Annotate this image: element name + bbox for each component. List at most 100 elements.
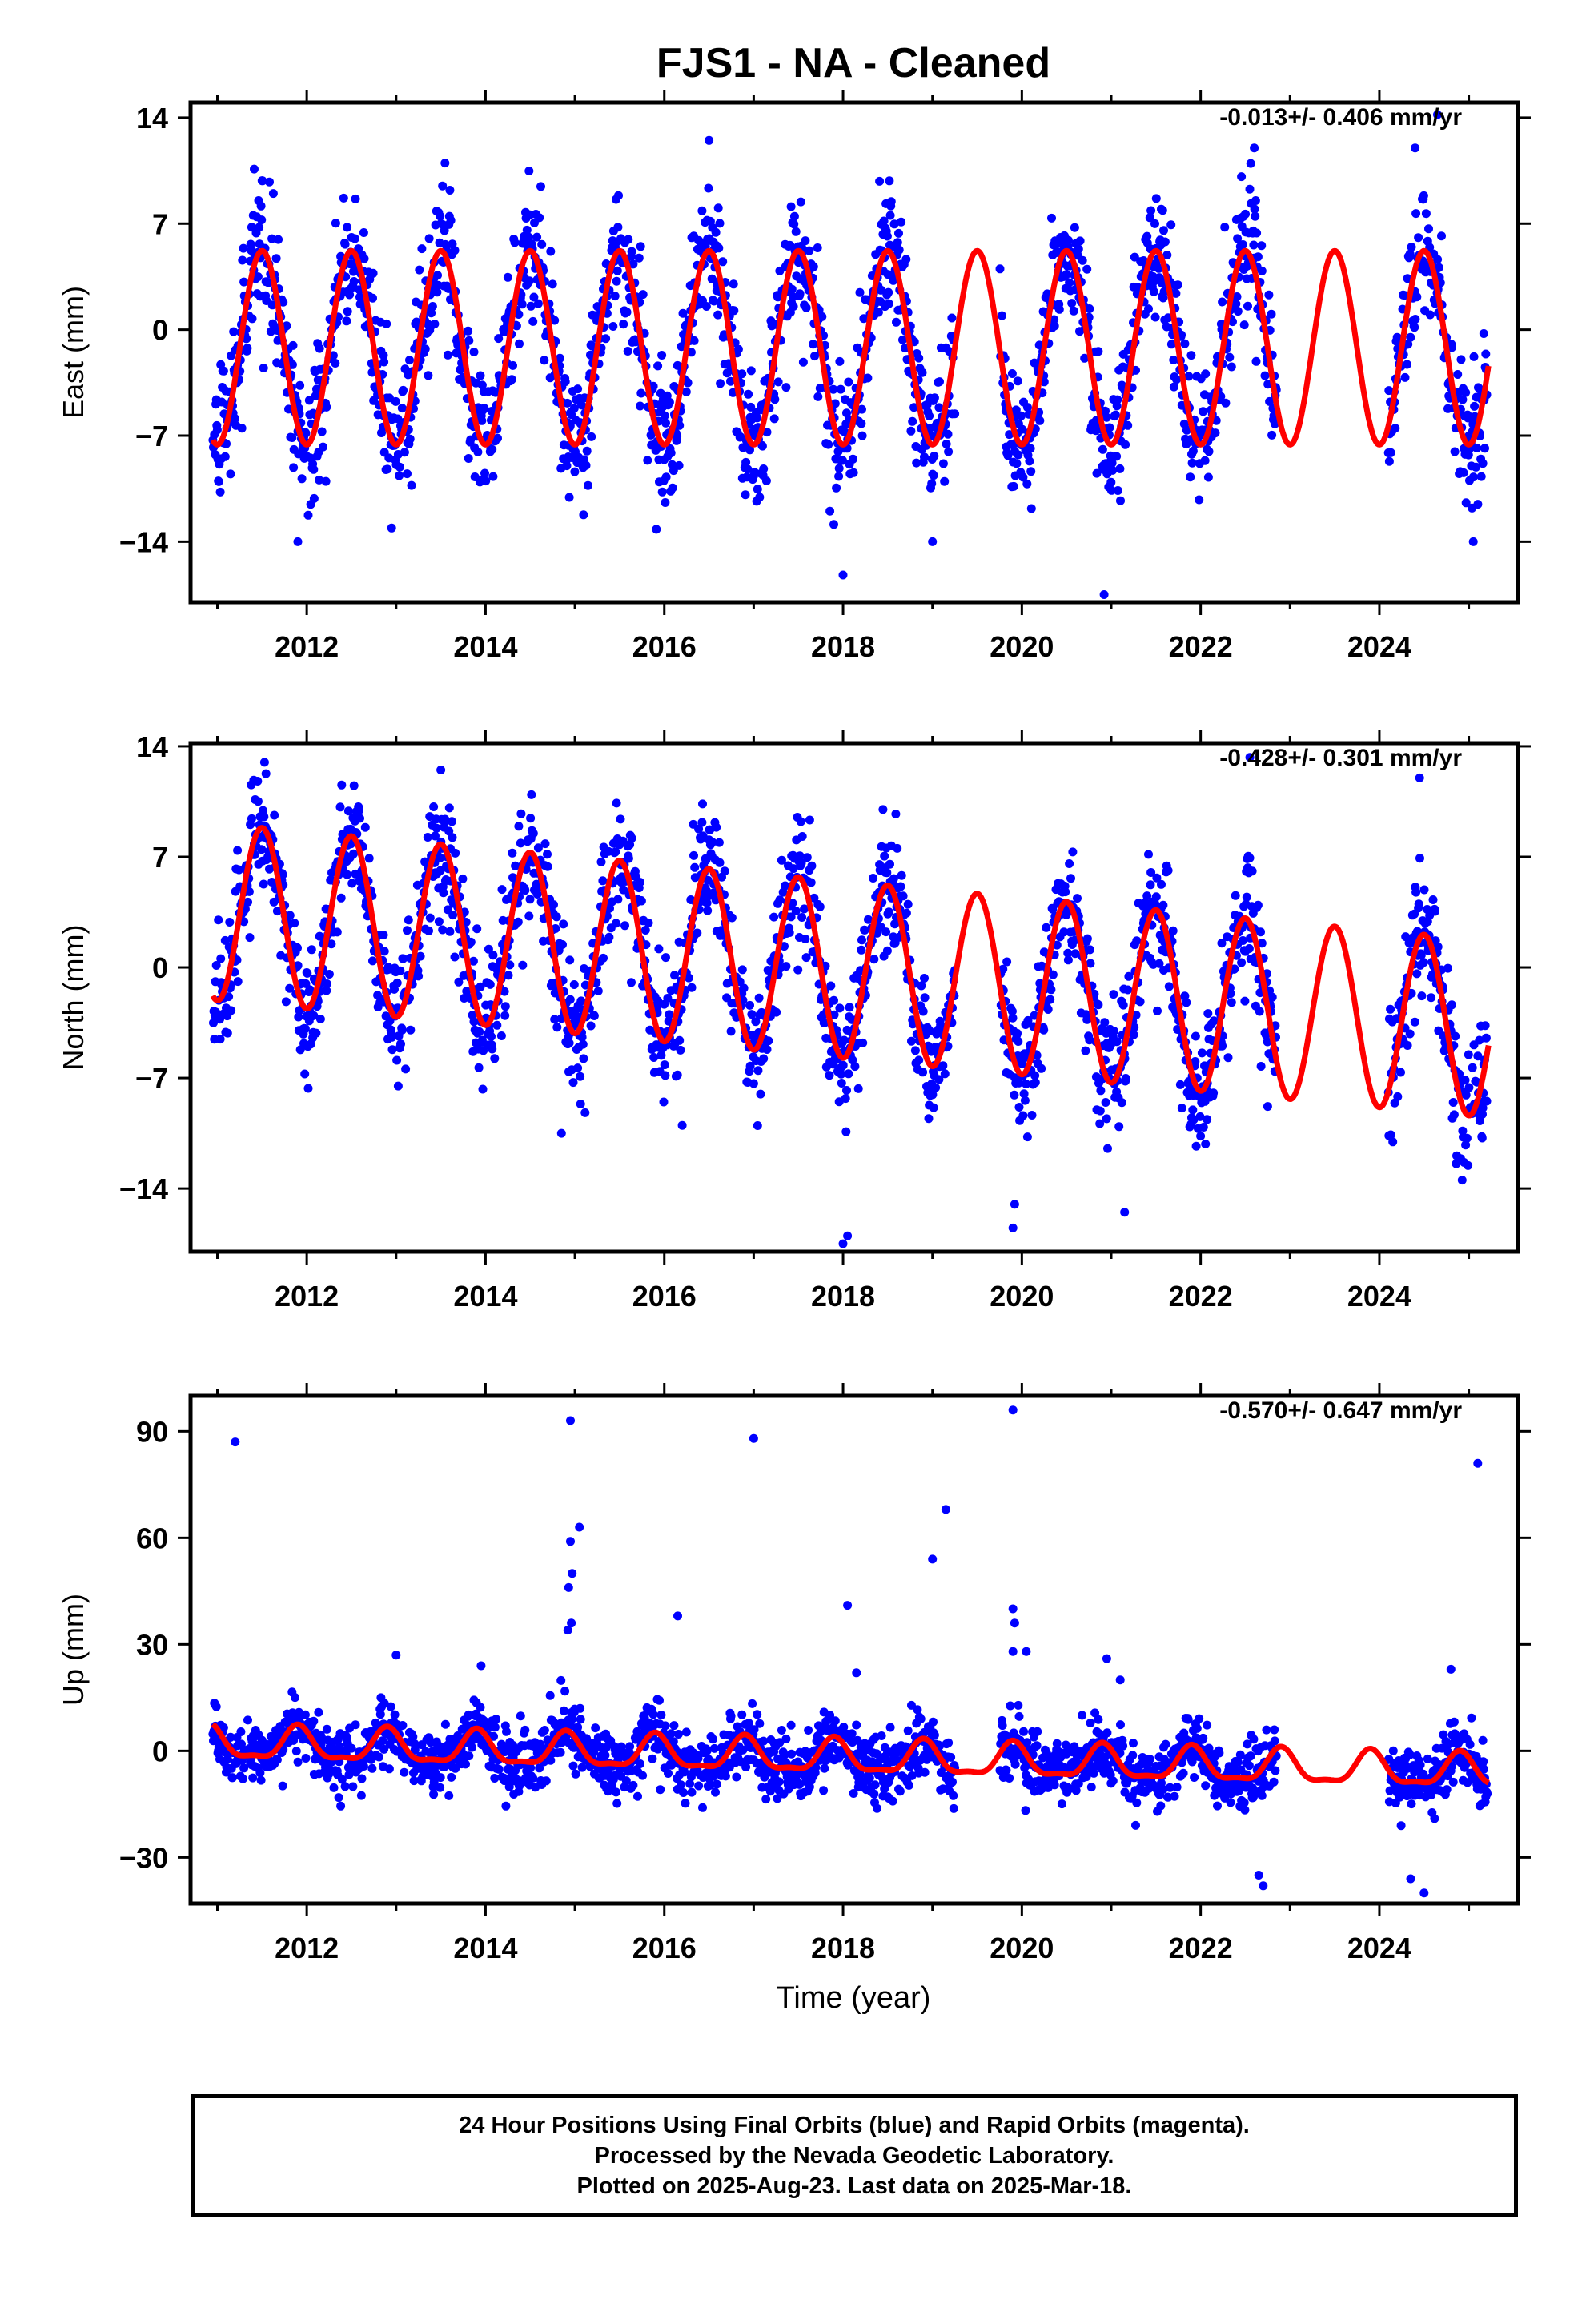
data-point — [894, 228, 903, 238]
data-point — [382, 319, 391, 328]
data-point — [1417, 991, 1427, 1001]
data-point — [1473, 500, 1483, 509]
data-point — [282, 321, 291, 331]
data-point — [1433, 255, 1443, 264]
data-point — [458, 874, 468, 883]
data-point — [712, 822, 721, 832]
data-point — [741, 1763, 751, 1771]
data-point — [1250, 143, 1259, 153]
data-point — [604, 932, 614, 942]
data-point — [1114, 1122, 1124, 1132]
data-point — [669, 1737, 678, 1747]
data-point — [656, 1785, 665, 1795]
data-point — [737, 965, 747, 975]
data-point — [529, 292, 539, 302]
data-point — [528, 1773, 538, 1783]
data-point — [238, 255, 247, 265]
data-point — [759, 464, 769, 473]
data-point — [516, 1711, 525, 1721]
data-point — [1199, 1123, 1208, 1132]
data-point — [1005, 430, 1014, 440]
data-point — [1253, 252, 1263, 262]
data-point — [535, 1763, 544, 1773]
data-point — [424, 926, 433, 935]
data-point — [500, 1011, 510, 1020]
data-point — [1412, 927, 1422, 936]
data-point — [1184, 372, 1194, 381]
data-point — [675, 1035, 685, 1045]
data-point — [920, 452, 929, 462]
data-point — [1009, 481, 1018, 491]
data-point — [1146, 880, 1155, 890]
data-point — [759, 1736, 769, 1746]
data-point — [1472, 444, 1482, 452]
data-point — [291, 1747, 301, 1756]
data-point — [1037, 1063, 1046, 1073]
data-point — [931, 1083, 941, 1092]
data-point — [838, 1060, 848, 1070]
data-point — [1437, 231, 1446, 241]
data-point — [835, 1003, 845, 1013]
data-point — [653, 361, 663, 371]
data-point — [869, 955, 879, 964]
data-point — [920, 974, 929, 983]
data-point — [473, 448, 483, 456]
data-point — [1411, 887, 1421, 897]
data-point — [885, 859, 894, 869]
data-point — [1011, 405, 1021, 415]
data-point — [712, 1779, 721, 1789]
data-point — [512, 321, 521, 331]
data-point — [1427, 993, 1436, 1003]
data-point — [579, 510, 588, 520]
data-point — [540, 1726, 549, 1735]
data-point — [303, 510, 313, 520]
data-point — [1191, 1141, 1201, 1151]
data-point — [1102, 412, 1111, 422]
data-point — [1468, 1063, 1477, 1072]
data-point — [1410, 1017, 1419, 1027]
data-point — [548, 279, 557, 289]
data-point — [527, 790, 536, 799]
data-point — [653, 996, 663, 1006]
data-point — [729, 279, 738, 289]
data-point — [1177, 1104, 1186, 1113]
data-point — [406, 1025, 416, 1035]
data-point — [837, 1069, 846, 1079]
data-point — [1431, 907, 1439, 916]
data-point — [1014, 1078, 1023, 1088]
data-point — [436, 211, 445, 221]
data-point — [211, 1702, 221, 1711]
data-point — [1042, 923, 1051, 932]
data-point — [439, 888, 448, 898]
data-point — [1123, 420, 1133, 430]
data-point — [1085, 945, 1094, 955]
data-point — [1168, 926, 1178, 935]
data-point — [403, 926, 412, 935]
data-point — [1066, 874, 1075, 883]
data-point — [1218, 1041, 1227, 1051]
data-point — [907, 1036, 916, 1046]
data-point — [267, 300, 277, 310]
data-point — [379, 931, 388, 939]
data-point — [1203, 1009, 1213, 1019]
data-point — [1249, 240, 1259, 250]
figure-title: FJS1 - NA - Cleaned — [656, 40, 1050, 86]
data-point — [368, 293, 377, 303]
data-point — [834, 464, 844, 473]
data-point — [677, 1780, 685, 1790]
data-point — [643, 456, 652, 465]
data-point — [408, 1732, 418, 1742]
data-point — [934, 403, 944, 412]
data-point — [813, 392, 823, 401]
data-point — [339, 193, 348, 203]
data-point — [315, 1015, 325, 1023]
data-point — [748, 1699, 757, 1708]
data-point — [440, 814, 450, 824]
data-point — [526, 301, 536, 311]
data-point — [1100, 1018, 1110, 1027]
data-point — [1109, 990, 1118, 999]
data-point — [1163, 313, 1173, 323]
data-point — [829, 995, 838, 1005]
data-point — [648, 1754, 657, 1763]
data-point — [746, 402, 756, 412]
